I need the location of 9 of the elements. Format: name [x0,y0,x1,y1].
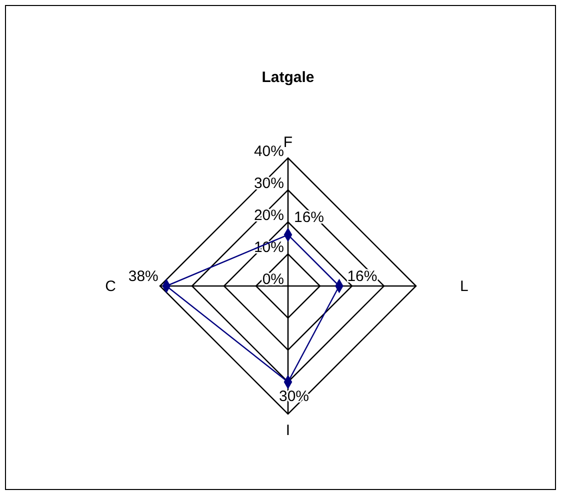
spoke-label: L [460,278,468,295]
spoke-label: F [283,134,293,151]
spoke-label: C [105,278,116,295]
spoke-label: I [286,422,290,439]
data-label: 38% [128,268,158,285]
data-label: 16% [347,268,378,285]
chart-title: Latgale [262,69,314,86]
y-tick-label: 0% [262,271,284,288]
y-tick-label: 40% [254,143,284,160]
